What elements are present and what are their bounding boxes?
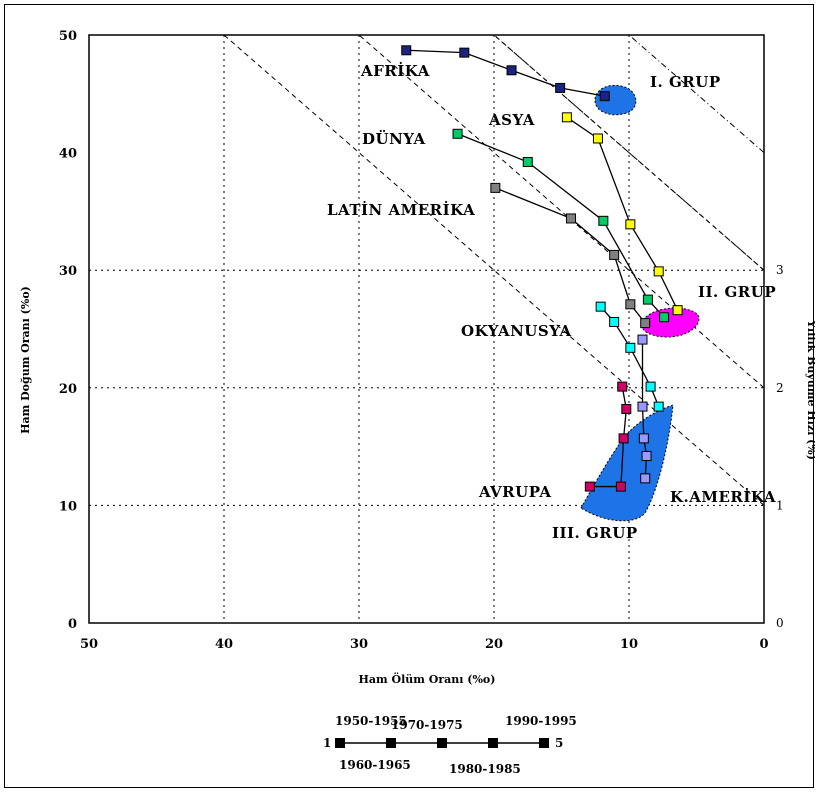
data-point-afri-ka-4 — [555, 82, 566, 93]
data-point-d-nya-4 — [642, 294, 653, 305]
data-point-lati-n-ameri-ka-5 — [640, 318, 651, 329]
right-axis-label: Yıllık Büyüme Hızı (%) — [805, 319, 815, 460]
data-point-okyanusya-1 — [595, 301, 606, 312]
data-point-afri-ka-2 — [459, 47, 470, 58]
growth-rate-lines — [223, 34, 765, 506]
y-tick-label: 40 — [59, 147, 77, 162]
label-group-3: III. GRUP — [552, 524, 638, 542]
x-tick-label: 0 — [759, 637, 768, 652]
label-okyanusya: OKYANUSYA — [461, 322, 572, 340]
x-tick-label: 30 — [350, 637, 368, 652]
data-point-asya-2 — [592, 133, 603, 144]
y-tick-label: 10 — [59, 499, 77, 514]
x-axis-label: Ham Ölüm Oranı (%o) — [359, 672, 496, 686]
growth-rate-line — [493, 34, 765, 271]
data-point-asya-4 — [653, 266, 664, 277]
data-point-lati-n-ameri-ka-1 — [490, 182, 501, 193]
legend-period-1950: 1950-1955 — [335, 714, 407, 728]
data-point-okyanusya-2 — [609, 316, 620, 327]
legend-period-1990: 1990-1995 — [505, 714, 577, 728]
data-point-lati-n-ameri-ka-4 — [625, 299, 636, 310]
label-afrika: AFRİKA — [360, 61, 430, 80]
data-point-lati-n-ameri-ka-2 — [565, 213, 576, 224]
data-point-k-ameri-ka-2 — [637, 401, 648, 412]
label-asya: ASYA — [488, 111, 535, 129]
y-tick-label: 20 — [59, 382, 77, 397]
data-point-avrupa-1 — [617, 381, 628, 392]
data-point-asya-1 — [561, 112, 572, 123]
y-axis-label: Ham Doğum Oranı (%o) — [19, 286, 32, 434]
label-latin-amerika: LATİN AMERİKA — [327, 200, 475, 219]
data-point-k-ameri-ka-1 — [637, 334, 648, 345]
data-point-k-ameri-ka-4 — [641, 451, 652, 462]
data-point-okyanusya-3 — [625, 342, 636, 353]
x-tick-label: 40 — [215, 637, 233, 652]
label-avrupa: AVRUPA — [478, 483, 552, 501]
legend-period-1980: 1980-1985 — [449, 762, 521, 776]
data-point-afri-ka-5 — [599, 91, 610, 102]
y-tick-label: 0 — [68, 617, 77, 632]
legend-period-1970: 1970-1975 — [391, 718, 463, 732]
legend-marker-3 — [437, 738, 447, 748]
data-point-d-nya-2 — [522, 157, 533, 168]
label-k-amerika: K.AMERİKA — [670, 487, 776, 506]
legend-marker-5 — [539, 738, 549, 748]
data-point-d-nya-3 — [598, 215, 609, 226]
axes — [88, 34, 765, 624]
legend-marker-1 — [335, 738, 345, 748]
group-3-region — [580, 404, 674, 522]
x-tick-label: 50 — [80, 637, 98, 652]
right-tick-label: 3 — [776, 263, 784, 277]
data-point-avrupa-5 — [584, 481, 595, 492]
data-point-k-ameri-ka-5 — [640, 473, 651, 484]
growth-rate-line — [223, 34, 765, 506]
right-tick-label: 2 — [776, 381, 784, 395]
data-point-avrupa-2 — [621, 403, 632, 414]
data-point-okyanusya-5 — [653, 401, 664, 412]
data-point-avrupa-3 — [618, 433, 629, 444]
legend: 1 5 1950-1955 1970-1975 1990-1995 1960-1… — [323, 714, 577, 776]
data-point-okyanusya-4 — [645, 381, 656, 392]
label-group-2: II. GRUP — [698, 283, 776, 301]
data-point-afri-ka-1 — [401, 45, 412, 56]
legend-marker-2 — [386, 738, 396, 748]
y-tick-label: 30 — [59, 264, 77, 279]
data-point-afri-ka-3 — [506, 65, 517, 76]
legend-marker-4 — [488, 738, 498, 748]
x-tick-label: 20 — [485, 637, 503, 652]
legend-start-number: 1 — [323, 736, 331, 750]
label-dunya: DÜNYA — [362, 129, 426, 148]
legend-period-1960: 1960-1965 — [339, 758, 411, 772]
data-point-lati-n-ameri-ka-3 — [609, 249, 620, 260]
grid — [89, 35, 764, 623]
growth-rate-line — [628, 34, 765, 153]
right-tick-label: 0 — [776, 616, 784, 630]
data-point-k-ameri-ka-3 — [638, 433, 649, 444]
y-tick-label: 50 — [59, 29, 77, 44]
data-point-d-nya-1 — [452, 128, 463, 139]
series — [401, 45, 683, 492]
data-point-d-nya-5 — [659, 312, 670, 323]
plot-area-border — [88, 34, 765, 624]
data-point-asya-3 — [625, 219, 636, 230]
group-2-region — [641, 307, 700, 338]
series-line-afri-ka — [406, 49, 605, 97]
label-group-1: I. GRUP — [650, 73, 721, 91]
legend-end-number: 5 — [555, 736, 563, 750]
data-point-avrupa-4 — [615, 481, 626, 492]
right-tick-label: 1 — [776, 498, 784, 512]
chart-frame: 50 40 30 20 10 0 0 10 20 30 40 50 0 1 2 3 Ham Doğum Ora… — [4, 4, 818, 788]
data-point-asya-5 — [672, 305, 683, 316]
x-tick-label: 10 — [620, 637, 638, 652]
